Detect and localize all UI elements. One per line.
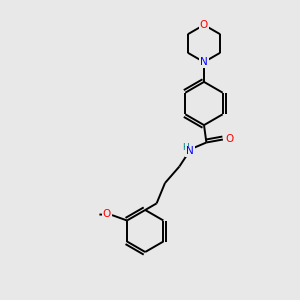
Text: N: N [200,57,208,67]
Text: O: O [200,20,208,30]
Text: H: H [182,143,189,152]
Text: O: O [225,134,234,145]
Text: O: O [103,209,111,219]
Text: N: N [186,146,194,157]
